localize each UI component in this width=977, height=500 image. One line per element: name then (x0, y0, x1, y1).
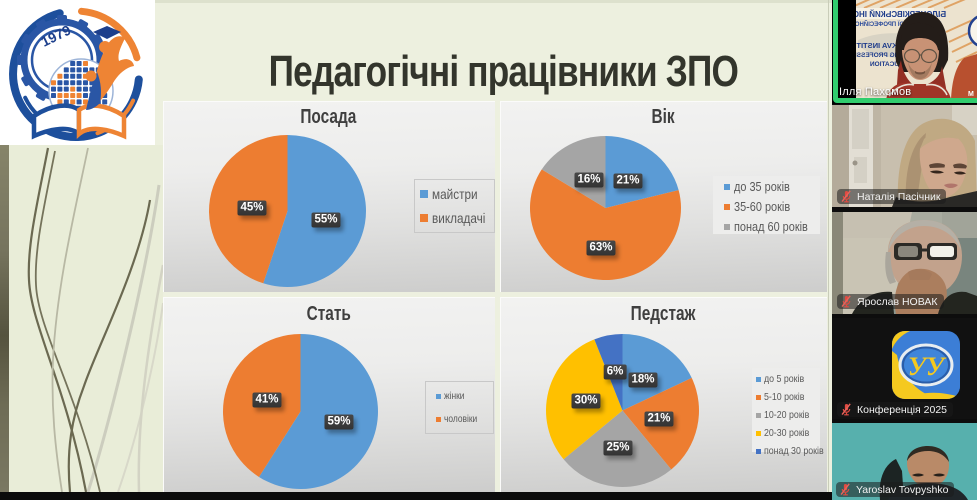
svg-text:БІЛОЦЕРКІВСЬКИЙ ІНСТИТ: БІЛОЦЕРКІВСЬКИЙ ІНСТИТ (856, 10, 946, 19)
svg-text:EDUCATION: EDUCATION (870, 61, 908, 68)
svg-text:М: М (968, 91, 974, 98)
svg-text:НЕПЕРЕРВНОЇ ПРОФЕСІЙНОЇ ОС: НЕПЕРЕРВНОЇ ПРОФЕСІЙНОЇ ОС (856, 20, 941, 28)
svg-text:УУ: УУ (908, 352, 947, 381)
